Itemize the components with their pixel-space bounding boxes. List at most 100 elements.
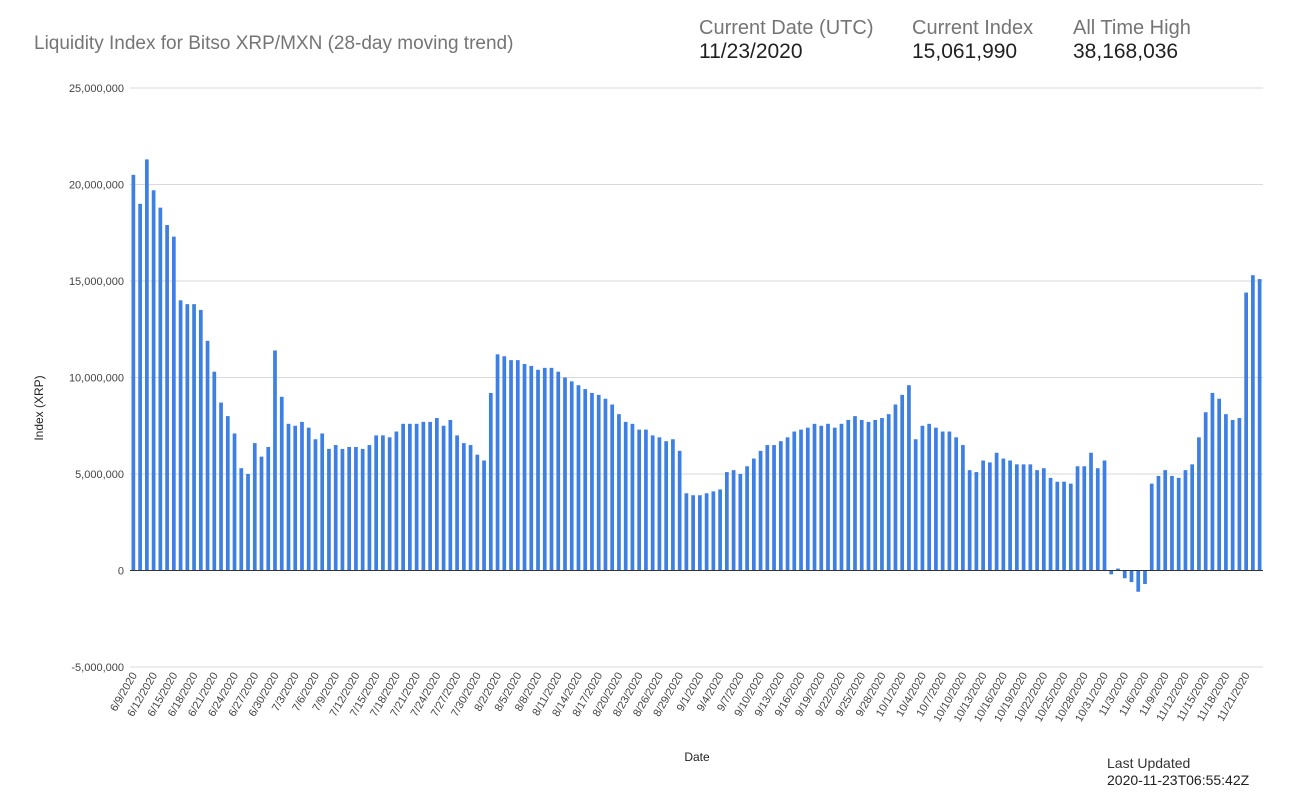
bar [556, 371, 561, 571]
bar [1041, 468, 1046, 571]
last-updated: Last Updated 2020-11-23T06:55:42Z [1107, 755, 1249, 789]
bar [286, 423, 291, 571]
bar [293, 425, 298, 571]
bar [435, 418, 439, 571]
bar [927, 423, 932, 571]
bar [1183, 470, 1188, 571]
bar [327, 448, 331, 571]
bar [205, 340, 210, 571]
bar [502, 356, 507, 571]
bar [1001, 458, 1006, 571]
last-updated-value: 2020-11-23T06:55:42Z [1107, 772, 1250, 788]
bar [839, 423, 844, 571]
bar [522, 363, 527, 571]
bar [698, 495, 702, 571]
bar [758, 450, 763, 571]
bar [178, 300, 183, 571]
bar [495, 354, 500, 571]
y-tick-label: 15,000,000 [69, 276, 124, 288]
bar [920, 425, 925, 571]
bar [893, 404, 898, 571]
bar [1129, 570, 1134, 583]
bar [1122, 570, 1127, 579]
stat-value: 15,061,990 [912, 40, 1018, 63]
bar [644, 429, 648, 571]
bar [1257, 279, 1262, 571]
bar [468, 445, 473, 571]
bar [219, 402, 223, 571]
y-axis-title: Index (XRP) [32, 375, 46, 440]
bar [1217, 398, 1222, 571]
bar [853, 416, 857, 571]
bar [448, 419, 453, 571]
bar [765, 445, 770, 571]
bar [408, 423, 412, 571]
bar [1109, 570, 1114, 575]
bar [1203, 412, 1208, 571]
bar [873, 419, 878, 571]
bars [131, 159, 1262, 592]
chart-title: Liquidity Index for Bitso XRP/MXN (28-da… [34, 33, 514, 54]
bar [158, 207, 163, 571]
bar [738, 474, 743, 571]
bar [1170, 475, 1174, 571]
bar [731, 470, 736, 571]
bar [596, 394, 601, 571]
bar [961, 445, 965, 571]
bar [974, 472, 979, 571]
bar [934, 427, 938, 571]
bar [812, 423, 817, 571]
bar [1021, 464, 1026, 571]
bar [441, 425, 446, 571]
bar [145, 159, 149, 571]
bar [273, 350, 277, 571]
bar [252, 443, 257, 571]
bar [819, 425, 824, 571]
bar [623, 421, 628, 571]
bar [374, 435, 379, 571]
bar [704, 493, 709, 571]
bar [192, 304, 196, 571]
bar [151, 190, 156, 571]
bar [300, 421, 304, 571]
bar [1190, 464, 1195, 571]
bar [1210, 392, 1215, 571]
bar [1251, 275, 1255, 571]
bar [1062, 481, 1066, 571]
bar [1230, 419, 1235, 571]
bar [576, 385, 581, 571]
bar [455, 435, 459, 571]
bar [900, 394, 905, 571]
bar [131, 174, 136, 571]
bar [279, 396, 284, 571]
bar [428, 421, 432, 571]
bar [198, 309, 203, 571]
bar [1163, 470, 1168, 571]
y-tick-label: 5,000,000 [75, 469, 124, 481]
bar [610, 404, 615, 571]
bar [677, 450, 682, 571]
bar [1149, 483, 1154, 571]
bar [799, 429, 803, 571]
stat-all-time-high: All Time High 38,168,036 [1073, 17, 1191, 65]
bar [1082, 466, 1087, 571]
bar [394, 431, 399, 571]
bar [724, 472, 729, 571]
bar [414, 423, 419, 571]
bar [1095, 468, 1100, 571]
y-tick-label: 0 [118, 566, 124, 578]
bar [913, 439, 918, 571]
last-updated-label: Last Updated [1107, 755, 1191, 771]
bar [1008, 460, 1012, 571]
bar [185, 304, 190, 571]
bar [590, 392, 594, 571]
stat-label: Current Date (UTC) [699, 17, 874, 39]
bar [994, 452, 999, 571]
bar [1068, 483, 1073, 571]
stat-current-index: Current Index 15,061,990 [912, 17, 1033, 65]
bar [1089, 452, 1093, 571]
bar [1075, 466, 1080, 571]
bar [805, 427, 810, 571]
bar [671, 439, 675, 571]
bar [617, 414, 621, 571]
